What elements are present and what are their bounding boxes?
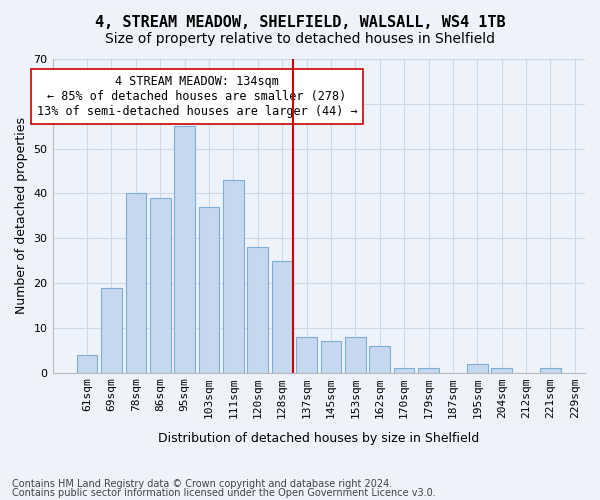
Bar xyxy=(320,342,341,372)
Bar xyxy=(540,368,561,372)
Text: Size of property relative to detached houses in Shelfield: Size of property relative to detached ho… xyxy=(105,32,495,46)
Bar xyxy=(418,368,439,372)
Bar xyxy=(77,355,97,372)
Bar xyxy=(150,198,170,372)
Text: 4, STREAM MEADOW, SHELFIELD, WALSALL, WS4 1TB: 4, STREAM MEADOW, SHELFIELD, WALSALL, WS… xyxy=(95,15,505,30)
Bar xyxy=(174,126,195,372)
Bar xyxy=(272,260,293,372)
X-axis label: Distribution of detached houses by size in Shelfield: Distribution of detached houses by size … xyxy=(158,432,479,445)
Bar xyxy=(370,346,390,372)
Y-axis label: Number of detached properties: Number of detached properties xyxy=(15,118,28,314)
Bar xyxy=(296,337,317,372)
Text: Contains HM Land Registry data © Crown copyright and database right 2024.: Contains HM Land Registry data © Crown c… xyxy=(12,479,392,489)
Bar xyxy=(247,247,268,372)
Bar xyxy=(491,368,512,372)
Bar xyxy=(125,194,146,372)
Bar xyxy=(223,180,244,372)
Text: Contains public sector information licensed under the Open Government Licence v3: Contains public sector information licen… xyxy=(12,488,436,498)
Text: 4 STREAM MEADOW: 134sqm
← 85% of detached houses are smaller (278)
13% of semi-d: 4 STREAM MEADOW: 134sqm ← 85% of detache… xyxy=(37,74,357,118)
Bar xyxy=(394,368,415,372)
Bar xyxy=(199,207,220,372)
Bar xyxy=(101,288,122,372)
Bar xyxy=(467,364,488,372)
Bar xyxy=(345,337,366,372)
